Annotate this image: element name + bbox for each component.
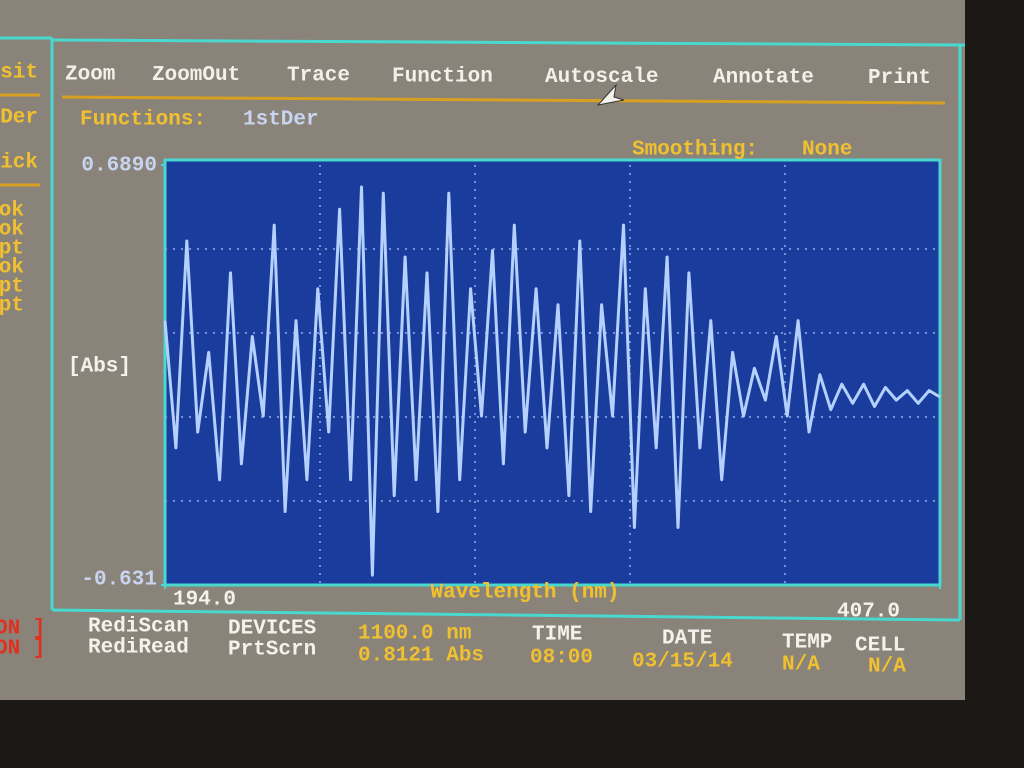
side-list-item: ok <box>0 200 24 223</box>
smoothing-label: Smoothing: <box>632 139 758 162</box>
y-tick-label: 0.6890 <box>81 155 157 178</box>
status-time: 08:00 <box>530 647 593 670</box>
status-devices: PrtScrn <box>228 639 316 662</box>
x-axis-title: Wavelength (nm) <box>430 582 619 605</box>
status-cell-label: CELL <box>855 635 905 658</box>
functions-label: Functions: <box>80 109 206 132</box>
status-flag: ON ] <box>0 638 45 661</box>
menu-item[interactable]: ZoomOut <box>152 64 240 87</box>
side-list-item: pt <box>0 238 24 261</box>
status-time-label: TIME <box>532 624 582 647</box>
x-tick-label: 194.0 <box>173 589 236 612</box>
y-axis-title: [Abs] <box>68 356 131 379</box>
status-devices: DEVICES <box>228 618 316 641</box>
menu-underline <box>61 95 946 105</box>
status-reading: 1100.0 nm <box>358 623 471 646</box>
status-mode: RediRead <box>88 637 189 660</box>
side-list-item: pt <box>0 276 24 299</box>
functions-value: 1stDer <box>243 109 319 132</box>
status-temp-label: TEMP <box>782 632 832 655</box>
side-menu-item: sit <box>0 62 38 85</box>
smoothing-value: None <box>802 139 852 162</box>
side-list-item: ok <box>0 219 24 242</box>
status-cell: N/A <box>868 656 906 679</box>
side-menu-item: ick <box>0 152 38 175</box>
panel-border <box>51 38 966 47</box>
status-reading: 0.8121 Abs <box>358 645 484 668</box>
menu-item[interactable]: Zoom <box>65 64 115 87</box>
menu-item[interactable]: Autoscale <box>545 66 658 89</box>
status-flag: ON ] <box>0 618 45 641</box>
status-mode: RediScan <box>88 616 189 639</box>
status-temp: N/A <box>782 654 820 677</box>
side-menu-item: Der <box>0 107 38 130</box>
menu-item[interactable]: Annotate <box>713 67 814 90</box>
mouse-cursor <box>596 83 625 106</box>
x-tick-label: 407.0 <box>837 601 900 624</box>
side-list-item: ok <box>0 257 24 280</box>
trace-line <box>163 185 941 577</box>
menu-item[interactable]: Trace <box>287 65 350 88</box>
side-list-item: pt <box>0 295 24 318</box>
menu-item[interactable]: Function <box>392 65 493 88</box>
status-date-label: DATE <box>662 628 712 651</box>
panel-border <box>51 608 961 622</box>
y-tick-label: -0.631 <box>81 569 157 592</box>
menu-item[interactable]: Print <box>868 67 931 90</box>
status-date: 03/15/14 <box>632 651 733 674</box>
